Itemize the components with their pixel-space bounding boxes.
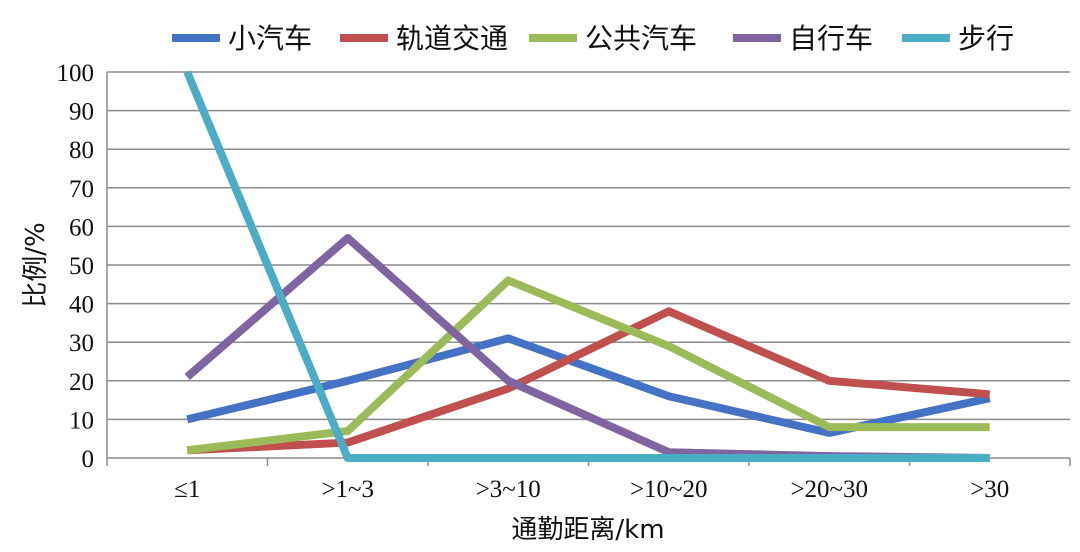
series-line-2 (186, 276, 990, 455)
x-tick-label: >20~30 (790, 476, 868, 503)
legend: 小汽车 轨道交通 公共汽车 自行车 步行 (172, 22, 1014, 55)
y-axis-title: 比例/% (21, 222, 51, 307)
x-tick-label: >10~20 (630, 476, 708, 503)
x-tick-label: ≤1 (174, 476, 200, 503)
y-tick-label: 20 (69, 369, 94, 396)
x-tick-label: >3~10 (476, 476, 541, 503)
legend-label-3: 自行车 (789, 22, 873, 55)
series-lines (183, 70, 991, 462)
y-tick-label: 60 (69, 214, 94, 241)
axes: 0 10 20 30 40 50 60 70 80 90 100 ≤1 >1~3 >3~10 >10~20 >… (57, 60, 1071, 503)
legend-label-0: 小汽车 (228, 22, 312, 55)
x-tick-label: >1~3 (321, 476, 374, 503)
y-tick-label: 80 (69, 137, 94, 164)
series-line-4 (183, 70, 990, 462)
y-tick-label: 100 (57, 60, 95, 87)
legend-label-4: 步行 (958, 22, 1014, 55)
y-tick-label: 70 (69, 176, 94, 203)
legend-label-2: 公共汽车 (585, 22, 697, 55)
y-tick-label: 30 (69, 330, 94, 357)
series-line-1 (187, 307, 991, 455)
y-tick-label: 0 (82, 446, 95, 473)
y-tick-label: 50 (69, 253, 94, 280)
x-tick-label: >30 (970, 476, 1009, 503)
y-tick-label: 40 (69, 292, 94, 319)
legend-label-1: 轨道交通 (396, 22, 508, 55)
y-tick-label: 10 (69, 407, 94, 434)
y-tick-label: 90 (69, 99, 94, 126)
x-axis-title: 通勤距离/km (511, 515, 664, 545)
